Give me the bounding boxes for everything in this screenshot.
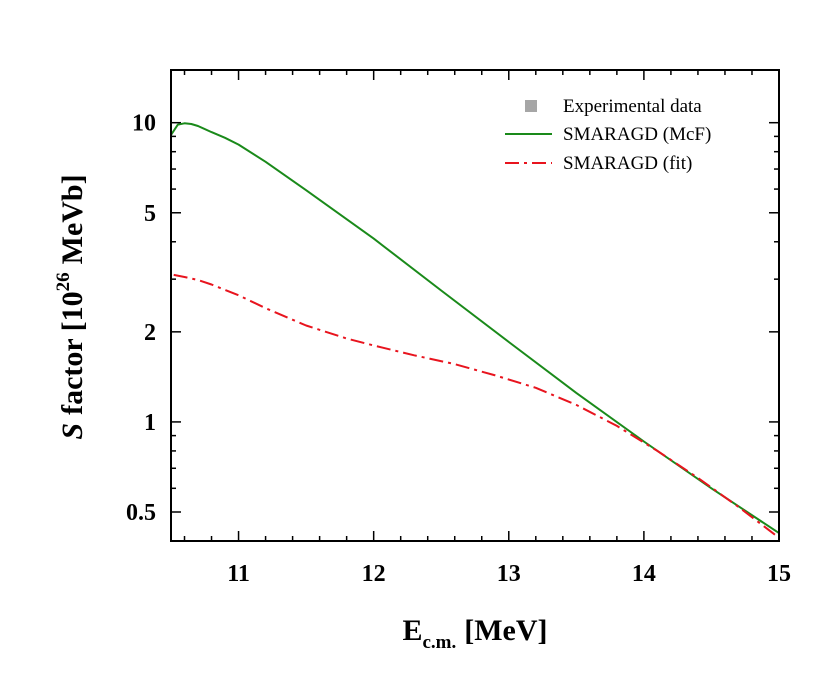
y-tick-label: 1 <box>144 410 156 436</box>
legend-label: Experimental data <box>563 96 702 117</box>
legend-swatch-data <box>525 100 537 112</box>
x-axis-label-main: E <box>402 614 422 647</box>
y-axis-label-main: factor [10 <box>56 291 89 415</box>
y-tick-label: 0.5 <box>126 500 156 526</box>
series-layer <box>171 122 779 539</box>
y-axis-label-unit: MeVb] <box>56 174 89 264</box>
legend-label: SMARAGD (McF) <box>563 124 711 145</box>
x-tick-label: 11 <box>227 561 250 587</box>
x-axis-label-subscript: c.m. <box>422 632 456 653</box>
y-tick-label: 10 <box>132 111 156 137</box>
x-axis-label-unit: [MeV] <box>464 614 547 647</box>
y-tick-label: 2 <box>144 320 156 346</box>
y-axis-label-superscript: 26 <box>53 272 74 291</box>
y-axis-label-symbol: S <box>56 423 89 440</box>
plot-frame <box>170 69 780 542</box>
x-axis-label: Ec.m. [MeV] <box>402 614 547 653</box>
legend-label: SMARAGD (fit) <box>563 153 692 174</box>
x-tick-label: 13 <box>497 561 521 587</box>
series-line-mcf <box>171 122 779 534</box>
y-tick-label: 5 <box>144 201 156 227</box>
x-tick-label: 12 <box>362 561 386 587</box>
legend: Experimental data SMARAGD (McF) SMARAGD (f… <box>505 96 711 174</box>
x-tick-label: 15 <box>767 561 791 587</box>
y-axis-label: Sfactor [1026 MeVb] <box>53 174 89 439</box>
x-tick-label: 14 <box>632 561 656 587</box>
series-line-fit <box>173 273 779 539</box>
